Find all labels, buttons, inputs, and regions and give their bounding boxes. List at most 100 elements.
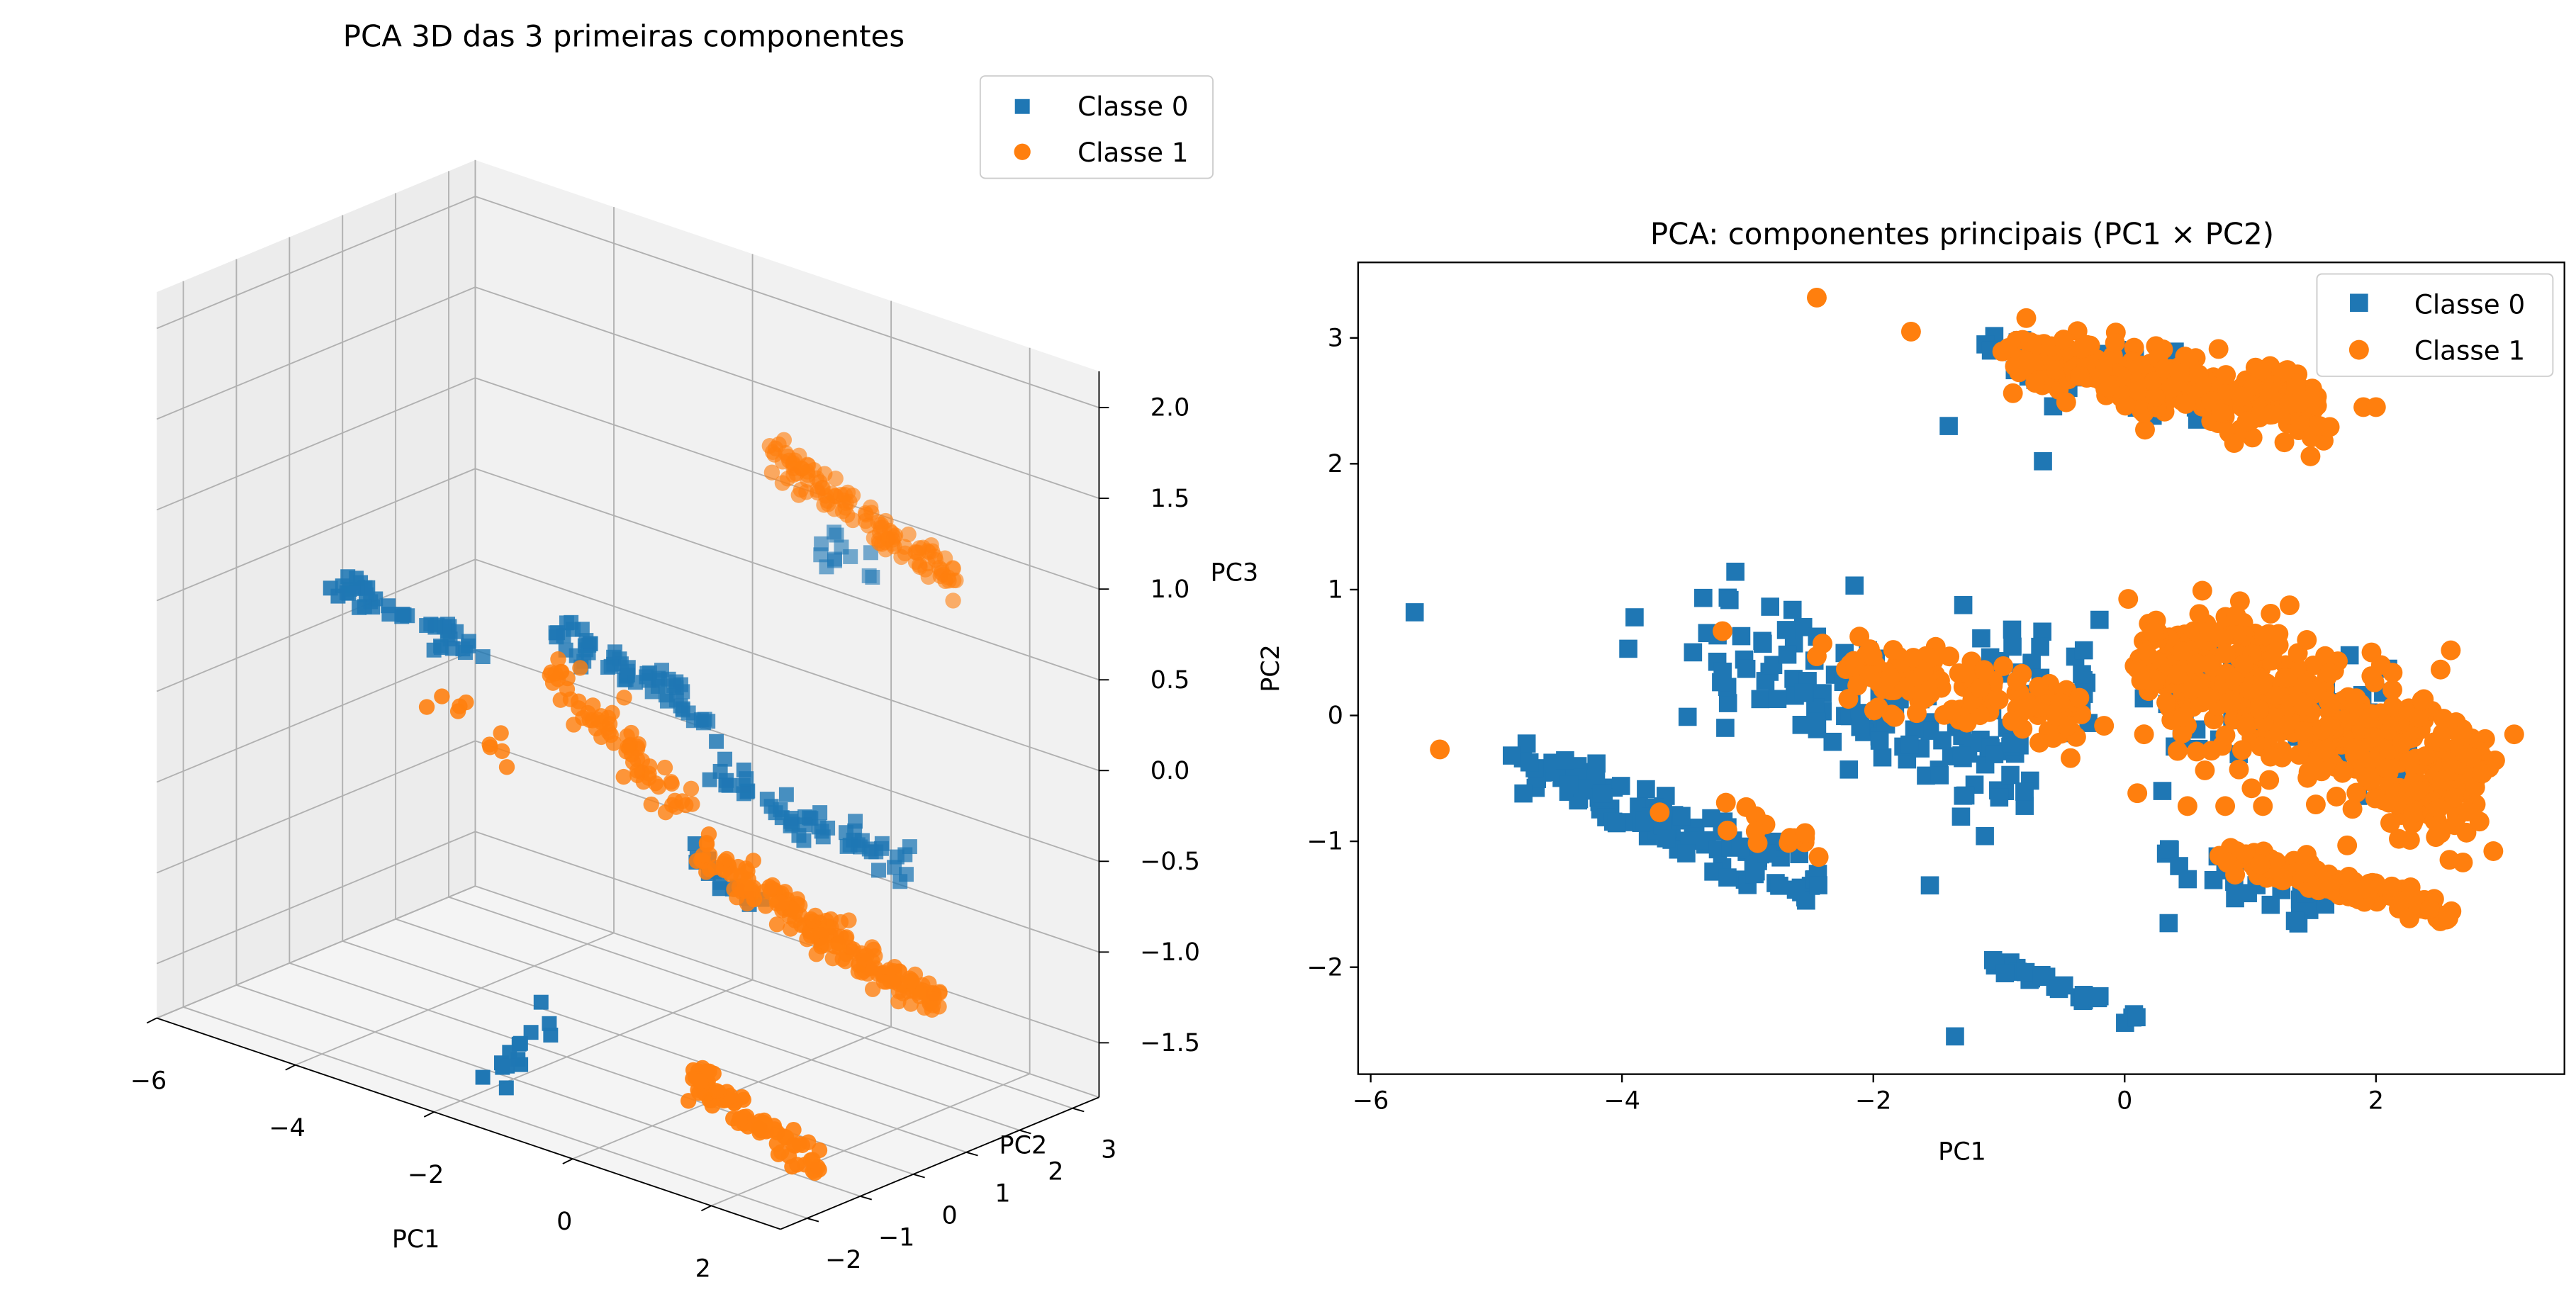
data-point-3d-classe-0 — [797, 817, 813, 833]
data-point-3d-classe-1 — [498, 759, 515, 775]
legend-2d-label-classe-1: Classe 1 — [2414, 335, 2525, 366]
data-point-classe-1 — [2132, 669, 2153, 690]
data-point-classe-1 — [2226, 605, 2246, 626]
data-point-3d-classe-1 — [827, 488, 843, 504]
data-point-classe-0 — [1732, 627, 1751, 646]
data-point-classe-1 — [2241, 778, 2262, 799]
data-point-3d-classe-1 — [784, 1159, 800, 1175]
z-tick-label-3d: −1.0 — [1140, 938, 1200, 967]
data-point-3d-classe-1 — [945, 592, 961, 609]
data-point-classe-0 — [1559, 775, 1579, 794]
data-point-classe-0 — [2226, 889, 2244, 908]
data-point-classe-1 — [2002, 711, 2022, 731]
y-tick-label-3d: 0 — [941, 1202, 957, 1230]
grid-line-z — [156, 468, 476, 602]
data-point-classe-1 — [2050, 692, 2071, 713]
data-point-3d-classe-1 — [936, 550, 953, 566]
data-point-3d-classe-1 — [924, 543, 941, 559]
y-tick-label-2d: 1 — [1328, 576, 1343, 605]
data-point-classe-1 — [2029, 732, 2049, 753]
data-point-classe-1 — [2392, 733, 2412, 753]
data-point-classe-1 — [1736, 797, 1757, 817]
data-point-3d-classe-1 — [910, 544, 926, 561]
data-point-3d-classe-0 — [607, 644, 622, 660]
data-point-3d-classe-1 — [449, 703, 466, 719]
data-point-classe-1 — [2285, 378, 2306, 398]
data-point-classe-0 — [1745, 865, 1764, 884]
data-point-classe-0 — [1920, 876, 1939, 895]
data-point-classe-1 — [2399, 830, 2420, 850]
data-point-classe-1 — [2056, 392, 2076, 412]
data-point-classe-1 — [1806, 287, 1827, 308]
legend-3d-marker-classe-0 — [1014, 99, 1030, 114]
data-point-classe-1 — [1806, 646, 1827, 667]
data-point-3d-classe-1 — [773, 894, 790, 911]
data-point-classe-1 — [2407, 780, 2427, 801]
grid-line-z — [156, 649, 476, 783]
data-point-classe-0 — [1405, 603, 1424, 622]
data-point-classe-0 — [2153, 782, 2172, 800]
grid-line-z — [475, 286, 1099, 500]
data-point-classe-1 — [2434, 709, 2454, 729]
data-point-classe-1 — [2462, 747, 2482, 768]
data-point-classe-1 — [2211, 403, 2231, 423]
data-point-classe-1 — [2224, 433, 2244, 454]
data-point-3d-classe-0 — [739, 771, 754, 787]
data-point-classe-0 — [1678, 707, 1697, 726]
data-point-classe-1 — [2261, 603, 2281, 624]
y-tick-label-2d: −1 — [1307, 828, 1343, 856]
data-point-classe-1 — [2134, 724, 2154, 745]
data-point-3d-classe-1 — [418, 699, 435, 715]
data-point-3d-classe-0 — [542, 1016, 557, 1031]
data-point-3d-classe-1 — [601, 716, 618, 732]
data-point-classe-1 — [2259, 770, 2280, 790]
data-point-3d-classe-1 — [616, 690, 632, 706]
data-point-classe-1 — [2358, 880, 2379, 900]
data-point-classe-1 — [2483, 841, 2504, 861]
data-point-3d-classe-0 — [566, 622, 581, 637]
data-point-3d-classe-1 — [585, 697, 601, 714]
data-point-classe-0 — [1776, 621, 1796, 639]
data-point-3d-classe-1 — [841, 912, 857, 928]
data-point-3d-classe-1 — [775, 432, 793, 448]
chart-2d-legend: Classe 0 Classe 1 — [2316, 273, 2554, 377]
z-tick-label-3d: 1.0 — [1150, 575, 1190, 604]
grid-line-z — [156, 377, 476, 511]
data-point-3d-classe-1 — [793, 481, 809, 498]
data-point-3d-classe-0 — [852, 839, 868, 855]
data-point-classe-1 — [1884, 707, 1905, 727]
z-tick-label-3d: 0.0 — [1150, 757, 1190, 785]
x-tick-label-2d: 0 — [2117, 1087, 2132, 1116]
x-tick-label-2d: −2 — [1855, 1087, 1891, 1116]
data-point-classe-0 — [1976, 826, 1994, 846]
data-point-classe-1 — [2420, 899, 2440, 919]
data-point-classe-1 — [1864, 700, 1884, 721]
data-point-3d-classe-1 — [566, 717, 582, 733]
data-point-3d-classe-0 — [892, 874, 908, 889]
y-tick-label-3d: 3 — [1101, 1136, 1116, 1164]
data-point-classe-1 — [2315, 646, 2336, 666]
data-point-3d-classe-0 — [578, 633, 594, 648]
data-point-classe-1 — [2250, 854, 2270, 875]
data-point-classe-0 — [1756, 672, 1775, 690]
data-point-classe-0 — [1900, 735, 1919, 754]
data-point-3d-classe-0 — [873, 841, 889, 856]
x-tick-label-2d: −4 — [1603, 1087, 1640, 1116]
data-point-3d-classe-0 — [820, 820, 836, 836]
data-point-classe-0 — [1694, 588, 1713, 607]
data-point-classe-0 — [2032, 966, 2051, 984]
data-point-3d-classe-1 — [698, 836, 715, 853]
data-point-classe-1 — [2289, 745, 2309, 765]
data-point-classe-0 — [1611, 777, 1630, 795]
grid-line-z — [475, 831, 1099, 1044]
data-point-classe-1 — [1956, 712, 1977, 733]
grid-line-z — [156, 286, 476, 420]
data-point-classe-0 — [2159, 914, 2178, 933]
data-point-classe-1 — [1713, 621, 1732, 641]
data-point-classe-1 — [2094, 716, 2115, 736]
data-point-classe-1 — [2215, 725, 2236, 746]
data-point-classe-0 — [1851, 717, 1870, 736]
data-point-classe-1 — [2069, 366, 2090, 386]
data-point-classe-0 — [2074, 641, 2093, 660]
